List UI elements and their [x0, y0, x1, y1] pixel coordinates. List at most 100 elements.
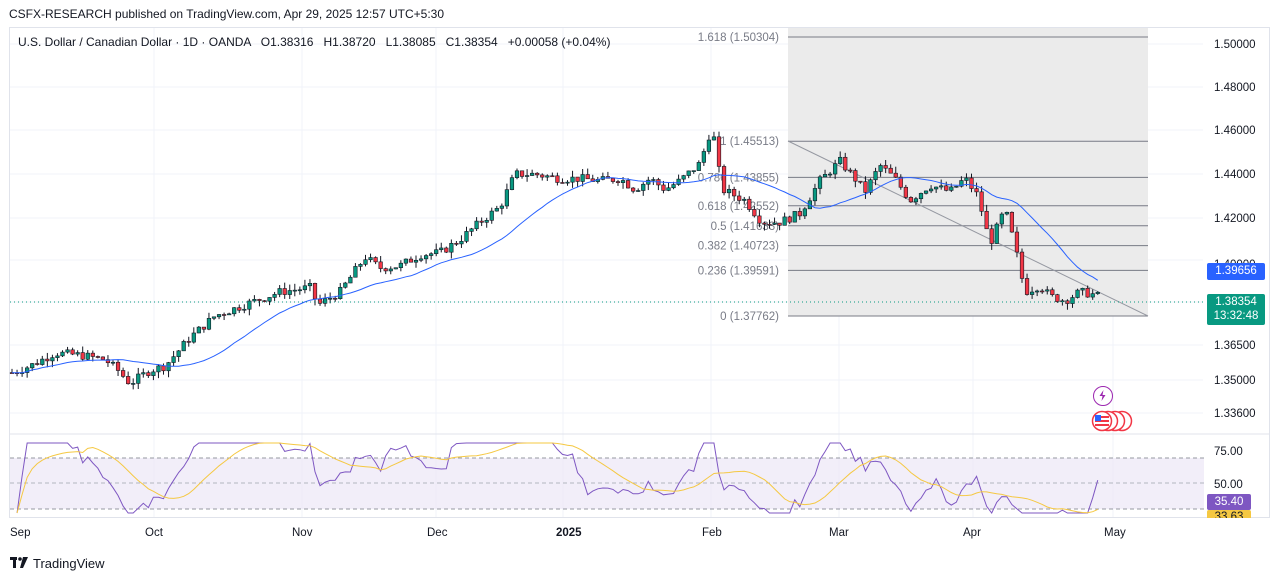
candle-body [716, 136, 722, 167]
candle-body [792, 211, 797, 223]
candle-body [636, 190, 641, 192]
candle-body [762, 222, 767, 225]
candle-body [343, 282, 348, 288]
candle-body [75, 352, 80, 355]
candle-body [121, 370, 126, 377]
lightning-icon[interactable] [1093, 386, 1113, 406]
fib-level-label: 0.382 (1.40723) [698, 241, 779, 253]
candle-body [812, 188, 818, 202]
candle-body [747, 198, 752, 210]
time-axis-label: Feb [702, 527, 722, 539]
last-price-badge: 1.38354 13:32:48 [1207, 294, 1265, 325]
candle-body [524, 175, 530, 177]
candle-body [944, 185, 949, 191]
candle-body [903, 186, 908, 198]
candle-body [297, 289, 302, 292]
candle-body [888, 167, 893, 174]
candle-body [646, 179, 651, 185]
candle-body [348, 276, 353, 284]
time-axis-label: Mar [829, 527, 849, 539]
candle-body [65, 349, 70, 353]
candle-body [540, 174, 545, 178]
candle-body [60, 351, 65, 357]
time-axis-label: 2025 [556, 527, 582, 539]
candle-body [136, 373, 141, 384]
candle-body [918, 193, 924, 200]
candle-body [70, 349, 75, 355]
candle-body [651, 179, 656, 181]
rsi-axis-label: 50.00 [1214, 479, 1243, 491]
candle-body [474, 220, 479, 230]
grid-lines [10, 28, 1203, 517]
candle-body [848, 169, 853, 172]
time-axis-label: Nov [292, 527, 313, 539]
candle-body [1085, 287, 1090, 298]
symbol-legend[interactable]: U.S. Dollar / Canadian Dollar · 1D · OAN… [18, 35, 610, 49]
price-axis-label: 1.44000 [1214, 169, 1256, 181]
candle-body [676, 178, 681, 185]
candle-body [620, 180, 626, 183]
candle-body [1075, 289, 1080, 298]
rsi-value-badge: 35.40 [1207, 494, 1251, 510]
candle-body [681, 175, 686, 180]
candle-body [423, 255, 429, 260]
candle-body [964, 177, 969, 181]
candle-body [191, 332, 196, 343]
candle-body [782, 216, 787, 226]
candle-body [732, 188, 737, 197]
candle-body [853, 170, 858, 182]
price-axis: 1.500001.480001.460001.440001.420001.400… [1214, 39, 1256, 420]
candle-body [322, 298, 328, 304]
us-flag-icon[interactable] [1091, 410, 1133, 432]
candle-body [514, 170, 520, 178]
candle-body [893, 172, 898, 178]
candle-body [822, 174, 828, 178]
candle-body [418, 258, 424, 261]
fib-level-label: 1 (1.45513) [720, 136, 779, 148]
candle-body [312, 282, 318, 300]
rsi-axis: 75.00 50.00 [1214, 446, 1243, 491]
tradingview-logo[interactable]: TradingView [10, 555, 105, 571]
rsi-axis-label: 75.00 [1214, 446, 1243, 458]
candle-body [767, 224, 772, 226]
candle-body [1019, 251, 1025, 279]
candle-body [615, 181, 621, 183]
candle-body [1070, 297, 1075, 304]
candle-body [565, 181, 570, 184]
candle-body [1045, 289, 1050, 292]
candle-body [85, 352, 90, 360]
candle-body [277, 288, 282, 295]
candle-body [691, 170, 696, 172]
candle-body [272, 294, 277, 298]
fib-level-label: 1.618 (1.50304) [698, 32, 779, 44]
candle-body [1080, 287, 1085, 291]
candle-body [267, 297, 272, 302]
candle-body [222, 314, 227, 316]
candle-body [479, 220, 484, 223]
candle-body [302, 285, 308, 291]
candle-body [353, 266, 358, 278]
candle-body [802, 208, 807, 217]
publish-info: CSFX-RESEARCH published on TradingView.c… [9, 7, 445, 21]
candle-body [1055, 294, 1060, 302]
candle-body [984, 210, 989, 230]
candle-body [585, 174, 590, 180]
candle-body [989, 228, 994, 244]
candle-body [883, 165, 888, 169]
candle-body [530, 172, 535, 176]
candle-body [403, 258, 409, 264]
candle-body [252, 299, 257, 302]
candle-body [80, 352, 85, 360]
candle-body [666, 187, 671, 191]
candle-body [580, 174, 585, 182]
candle-body [50, 357, 55, 362]
time-axis-label: Dec [427, 527, 448, 539]
candle-body [923, 190, 929, 194]
candle-body [40, 358, 45, 365]
time-axis-label: May [1104, 527, 1126, 539]
time-axis: Sep Oct Nov Dec 2025 Feb Mar Apr May [10, 527, 1126, 539]
candle-body [974, 188, 979, 193]
candle-body [721, 166, 727, 194]
candle-body [393, 267, 398, 270]
